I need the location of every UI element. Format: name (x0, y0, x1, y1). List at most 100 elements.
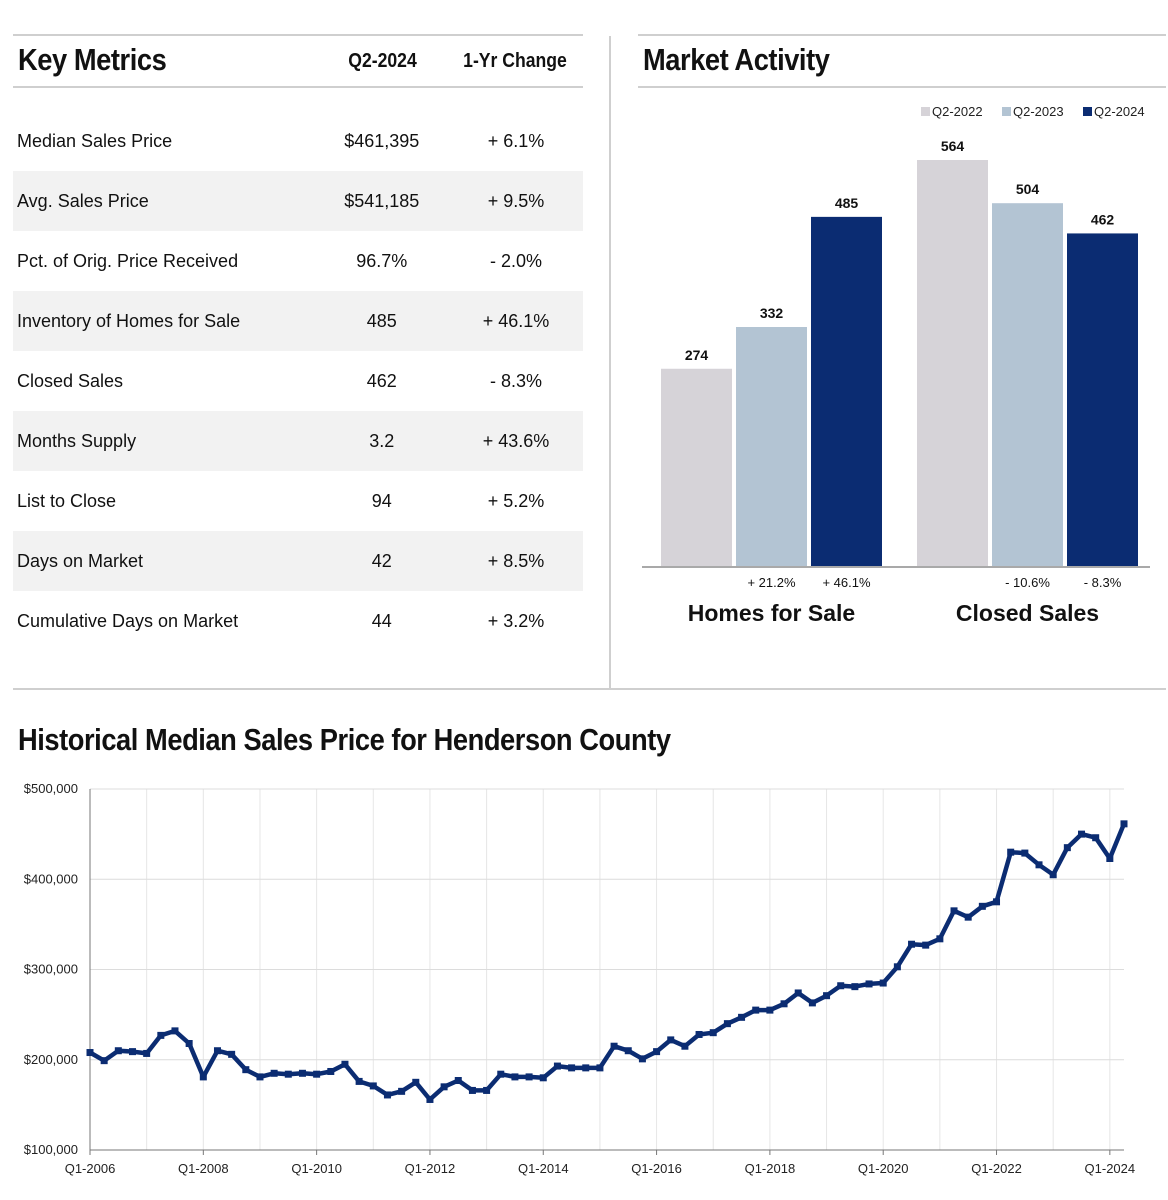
data-point (936, 935, 944, 943)
data-point (695, 1030, 703, 1038)
change-column-header: 1-Yr Change (463, 50, 567, 72)
data-point (922, 941, 930, 949)
data-point (978, 902, 986, 910)
data-point (114, 1047, 122, 1055)
data-point (327, 1067, 335, 1075)
metric-value: 3.2 (314, 411, 449, 471)
bar (661, 368, 732, 566)
data-point (865, 980, 873, 988)
metric-label: Cumulative Days on Market (17, 610, 239, 631)
market-activity-title: Market Activity (643, 42, 830, 77)
data-point (468, 1086, 476, 1094)
data-point (1078, 830, 1086, 838)
legend-label: Q2-2022 (932, 104, 983, 119)
metric-value: 462 (366, 370, 397, 391)
metric-change: + 46.1% (448, 291, 583, 351)
data-point (128, 1048, 136, 1056)
data-point (412, 1078, 420, 1086)
data-point (355, 1077, 363, 1085)
data-point (823, 992, 831, 1000)
data-point (256, 1073, 264, 1081)
data-point (1092, 834, 1100, 842)
y-tick-label: $100,000 (24, 1142, 78, 1157)
period-column-header: Q2-2024 (348, 50, 417, 72)
legend-swatch-q2-2022 (921, 107, 930, 116)
x-tick-label: Q1-2018 (745, 1161, 796, 1176)
median-price-series-line (88, 822, 1127, 1102)
x-tick-label: Q1-2022 (971, 1161, 1022, 1176)
bar-value-label: 274 (685, 347, 709, 363)
data-point (313, 1070, 321, 1078)
x-tick-label: Q1-2020 (858, 1161, 909, 1176)
x-tick-label: Q1-2010 (291, 1161, 342, 1176)
legend-swatch-q2-2024 (1083, 107, 1092, 116)
metric-label: Avg. Sales Price (13, 171, 315, 231)
metric-change: + 3.2% (487, 610, 545, 631)
metric-label: Pct. of Orig. Price Received (17, 250, 239, 271)
data-point (242, 1066, 250, 1074)
bar-value-label: 332 (760, 305, 784, 321)
data-point (1035, 861, 1043, 869)
data-point (993, 898, 1001, 906)
change-label: - 8.3% (1084, 575, 1122, 590)
bar-value-label: 485 (835, 195, 859, 211)
bar-value-label: 564 (941, 138, 965, 154)
data-point (86, 1049, 94, 1057)
metric-label: List to Close (17, 490, 117, 511)
data-point (681, 1042, 689, 1050)
data-point (398, 1087, 406, 1095)
data-point (511, 1073, 519, 1081)
y-tick-label: $200,000 (24, 1052, 78, 1067)
metric-value: 94 (371, 490, 392, 511)
bar-value-label: 462 (1091, 211, 1115, 227)
x-tick-label: Q1-2016 (631, 1161, 682, 1176)
data-point (667, 1036, 675, 1044)
data-point (893, 963, 901, 971)
x-axis-baseline (642, 566, 1150, 568)
data-point (709, 1029, 717, 1037)
data-point (638, 1055, 646, 1063)
data-point (808, 999, 816, 1007)
data-point (964, 913, 972, 921)
y-tick-label: $500,000 (24, 781, 78, 796)
data-point (426, 1095, 434, 1103)
data-point (199, 1073, 207, 1081)
data-point (1021, 849, 1029, 857)
data-point (228, 1050, 236, 1058)
data-point (369, 1082, 377, 1090)
data-point (950, 907, 958, 915)
metric-row: Closed Sales 462 - 8.3% (13, 351, 583, 411)
metric-row: Days on Market 42 + 8.5% (13, 531, 583, 591)
x-tick-label: Q1-2008 (178, 1161, 229, 1176)
data-point (497, 1070, 505, 1078)
metric-label: Inventory of Homes for Sale (13, 291, 315, 351)
data-point (837, 982, 845, 990)
metric-change: + 6.1% (487, 130, 545, 151)
x-tick-label: Q1-2012 (405, 1161, 456, 1176)
y-tick-label: $300,000 (24, 962, 78, 977)
data-point (185, 1040, 193, 1048)
data-point (553, 1062, 561, 1070)
top-right-rule (638, 34, 1166, 36)
metric-value: 44 (371, 610, 392, 631)
data-point (780, 1000, 788, 1008)
data-point (610, 1042, 618, 1050)
bar (811, 216, 882, 566)
market-activity-header-rule (638, 86, 1166, 88)
data-point (653, 1048, 661, 1056)
data-point (171, 1027, 179, 1035)
category-label: Homes for Sale (688, 600, 855, 626)
key-metrics-title: Key Metrics (18, 42, 167, 77)
category-label: Closed Sales (956, 600, 1099, 626)
data-point (766, 1006, 774, 1014)
x-tick-label: Q1-2024 (1085, 1161, 1136, 1176)
x-tick-label: Q1-2014 (518, 1161, 569, 1176)
metric-value: $461,395 (344, 130, 420, 151)
change-label: + 21.2% (747, 575, 796, 590)
data-point (879, 979, 887, 987)
data-point (341, 1060, 349, 1068)
metric-row: Pct. of Orig. Price Received 96.7% - 2.0% (13, 231, 583, 291)
metric-row: Inventory of Homes for Sale 485 + 46.1% (13, 291, 583, 351)
data-point (454, 1077, 462, 1085)
metric-row: Cumulative Days on Market 44 + 3.2% (13, 591, 583, 651)
